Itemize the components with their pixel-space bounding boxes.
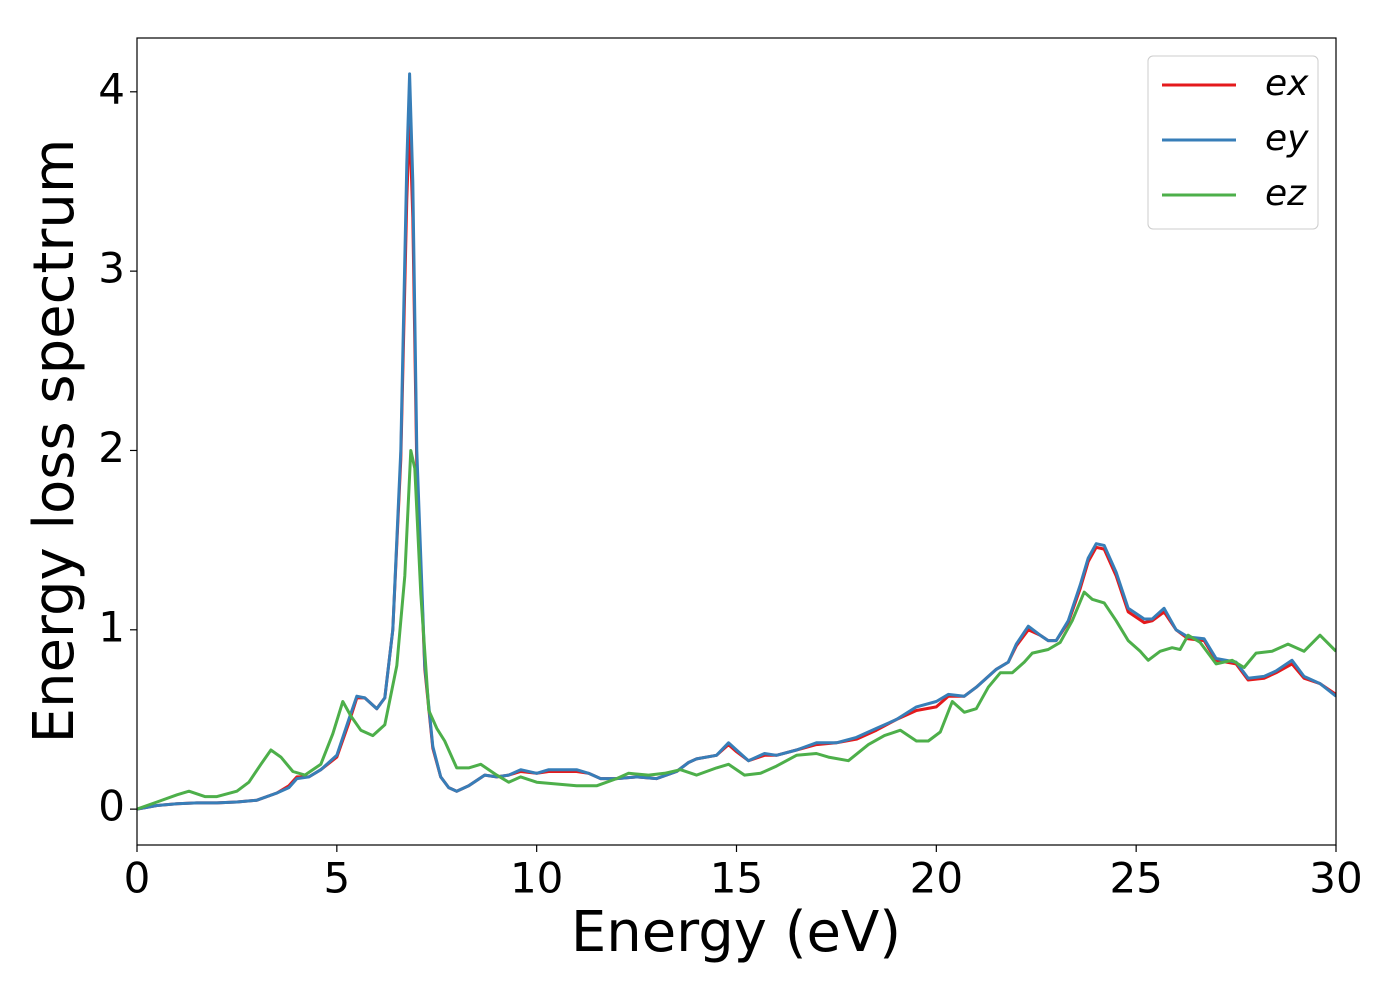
legend-box [1147, 55, 1319, 230]
legend-label: ey [1265, 118, 1309, 159]
x-tick-label: 5 [323, 854, 350, 903]
legend-label: ex [1265, 63, 1309, 104]
y-tick-label: 2 [98, 423, 125, 472]
x-tick-label: 20 [910, 854, 963, 903]
x-tick-label: 25 [1109, 854, 1162, 903]
y-tick-label: 1 [98, 602, 125, 651]
x-axis-label: Energy (eV) [571, 900, 901, 965]
y-tick-label: 0 [98, 782, 125, 831]
legend-label: ez [1265, 173, 1307, 214]
line-series [137, 72, 1336, 811]
x-tick-label: 0 [124, 854, 151, 903]
x-tick-label: 15 [710, 854, 763, 903]
line-series [137, 449, 1336, 811]
x-tick-label: 10 [510, 854, 563, 903]
x-tick-label: 30 [1309, 854, 1362, 903]
y-axis-label: Energy loss spectrum [22, 139, 87, 744]
y-tick-label: 3 [98, 244, 125, 293]
y-tick-label: 4 [98, 64, 125, 113]
